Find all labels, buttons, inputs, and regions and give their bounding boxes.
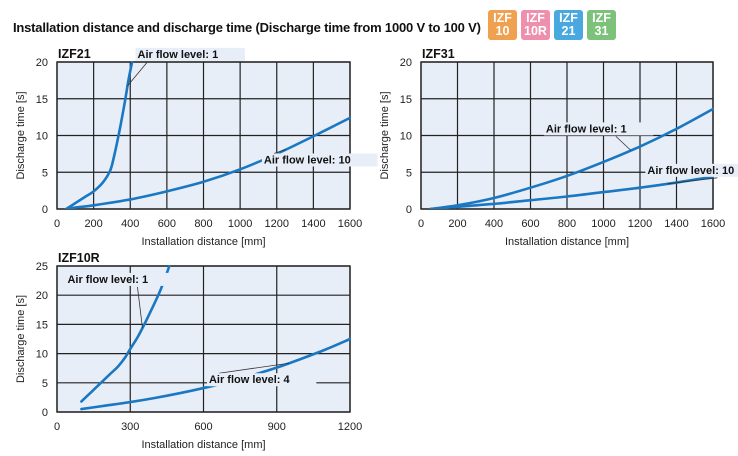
y-tick-label: 15 <box>36 319 48 331</box>
annotation-label: Air flow level: 10 <box>647 165 734 177</box>
y-tick-label: 0 <box>42 407 48 419</box>
x-tick-label: 400 <box>485 218 503 230</box>
x-tick-label: 1600 <box>701 218 725 230</box>
annotation-label: Air flow level: 1 <box>67 274 148 286</box>
x-tick-label: 600 <box>521 218 539 230</box>
x-tick-label: 0 <box>418 218 424 230</box>
chart-izf31: 0 200 400 600 800 1000 1200 1400 1600 0 5 10 15 20 Ins… <box>379 47 738 248</box>
x-tick-label: 400 <box>121 218 139 230</box>
y-tick-label: 10 <box>36 349 48 361</box>
y-tick-label: 0 <box>406 204 412 216</box>
x-tick-label: 1200 <box>338 421 362 433</box>
x-tick-label: 1000 <box>228 218 252 230</box>
x-axis-label: Installation distance [mm] <box>505 236 629 248</box>
y-tick-label: 20 <box>36 57 48 69</box>
model-badges: IZF 10 IZF 10R IZF 21 IZF 31 <box>488 10 616 40</box>
chart-izf10r: 0 300 600 900 1200 0 5 10 15 20 25 Installation dis… <box>15 251 362 451</box>
annotation-label: Air flow level: 1 <box>546 123 627 135</box>
x-tick-label: 0 <box>54 218 60 230</box>
y-tick-label: 20 <box>36 290 48 302</box>
x-tick-label: 1400 <box>664 218 688 230</box>
x-tick-label: 900 <box>268 421 286 433</box>
annotation-bg <box>261 153 378 167</box>
y-tick-label: 5 <box>42 167 48 179</box>
x-axis-label: Installation distance [mm] <box>141 236 265 248</box>
x-tick-label: 1200 <box>265 218 289 230</box>
y-tick-label: 15 <box>400 94 412 106</box>
badge-line1: IZF <box>526 11 545 25</box>
annotation-bg <box>206 373 317 387</box>
y-tick-label: 0 <box>42 204 48 216</box>
chart-title: IZF21 <box>58 47 91 61</box>
badge-line2: 21 <box>561 24 576 38</box>
badge-line2: 31 <box>594 24 609 38</box>
page-title: Installation distance and discharge time… <box>13 20 481 35</box>
x-tick-label: 1600 <box>338 218 362 230</box>
x-tick-label: 800 <box>558 218 576 230</box>
y-tick-label: 5 <box>406 167 412 179</box>
x-tick-label: 200 <box>84 218 102 230</box>
y-axis-label: Discharge time [s] <box>379 91 391 179</box>
x-tick-label: 1400 <box>301 218 325 230</box>
annotation-label: Air flow level: 4 <box>209 374 291 386</box>
y-tick-label: 15 <box>36 94 48 106</box>
x-tick-label: 600 <box>158 218 176 230</box>
annotation-bg <box>543 122 654 136</box>
y-axis-label: Discharge time [s] <box>15 295 27 383</box>
chart-title: IZF31 <box>422 47 455 61</box>
x-tick-label: 300 <box>121 421 139 433</box>
x-tick-label: 600 <box>194 421 212 433</box>
badge-izf21: IZF 21 <box>554 10 583 40</box>
badge-izf10: IZF 10 <box>488 10 517 40</box>
y-tick-label: 20 <box>400 57 412 69</box>
chart-title: IZF10R <box>58 251 100 265</box>
badge-izf10r: IZF 10R <box>521 10 550 40</box>
x-tick-label: 0 <box>54 421 60 433</box>
badge-izf31: IZF 31 <box>587 10 616 40</box>
annotation-bg <box>645 163 738 177</box>
annotation-label: Air flow level: 1 <box>138 49 219 61</box>
x-tick-label: 1200 <box>628 218 652 230</box>
x-axis-label: Installation distance [mm] <box>141 439 265 451</box>
annotation-leader <box>667 177 718 185</box>
series-line-2 <box>64 116 351 209</box>
annotation-label: Air flow level: 10 <box>264 154 351 166</box>
badge-line1: IZF <box>559 11 578 25</box>
y-axis-label: Discharge time [s] <box>15 91 27 179</box>
chart-izf21: 0 200 400 600 800 1000 1200 1400 1600 0 5 10 15 20 Ins… <box>15 47 378 248</box>
plot-border <box>56 61 351 210</box>
x-tick-label: 1000 <box>591 218 615 230</box>
badge-line1: IZF <box>493 11 512 25</box>
annotation-leader <box>218 362 290 374</box>
annotation-leader <box>615 136 632 151</box>
y-tick-label: 10 <box>400 131 412 143</box>
badge-line1: IZF <box>592 11 611 25</box>
y-tick-label: 5 <box>42 378 48 390</box>
annotation-leader <box>127 61 148 87</box>
annotation-leader <box>137 286 143 328</box>
badge-line2: 10R <box>524 24 547 38</box>
x-tick-label: 800 <box>194 218 212 230</box>
y-tick-label: 25 <box>36 261 48 273</box>
plot-border <box>420 61 714 210</box>
y-tick-label: 10 <box>36 131 48 143</box>
x-tick-label: 200 <box>448 218 466 230</box>
badge-line2: 10 <box>495 24 510 38</box>
annotation-bg <box>65 272 175 286</box>
annotation-leader <box>273 149 287 154</box>
annotation-bg <box>135 47 245 61</box>
